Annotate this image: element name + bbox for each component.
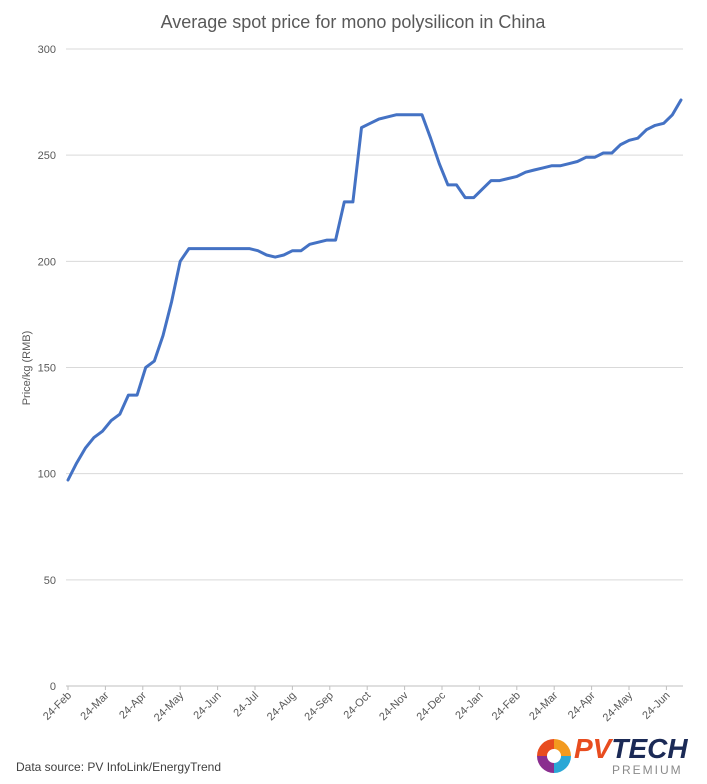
logo-wordmark: PVTECH (574, 733, 688, 765)
y-axis-ticks: 0 50 100 150 200 250 300 (38, 44, 56, 693)
x-tick-label: 24-Jan (453, 690, 485, 722)
y-tick-label: 50 (44, 575, 56, 587)
x-tick-label: 24-Aug (265, 690, 299, 724)
logo-tech-text: TECH (611, 733, 688, 764)
logo-pv-text: PV (574, 733, 612, 764)
y-axis-label: Price/kg (RMB) (21, 331, 33, 406)
pv-tech-logo-icon (537, 739, 571, 773)
data-source-note: Data source: PV InfoLink/EnergyTrend (16, 760, 221, 774)
y-tick-label: 0 (50, 681, 56, 693)
x-tick-label: 24-Jul (231, 690, 261, 720)
x-tick-label: 24-Nov (377, 689, 411, 723)
logo-premium-text: PREMIUM (612, 763, 683, 777)
x-tick-label: 24-Feb (41, 690, 74, 723)
x-tick-label: 24-Mar (527, 689, 560, 722)
x-tick-label: 24-Apr (117, 689, 149, 721)
x-axis-ticks: 24-Feb 24-Mar 24-Apr 24-May 24-Jun 24-Jul 24-A… (41, 686, 673, 724)
x-tick-label: 24-Apr (566, 689, 598, 721)
y-tick-label: 250 (38, 150, 56, 162)
x-tick-label: 24-Mar (78, 689, 111, 722)
x-tick-label: 24-Jun (191, 690, 223, 722)
y-tick-label: 300 (38, 44, 56, 56)
x-tick-label: 24-May (601, 689, 636, 724)
x-tick-label: 24-May (152, 689, 187, 724)
pv-tech-premium-logo: PVTECH PREMIUM (534, 733, 700, 780)
x-tick-label: 24-Sep (302, 690, 336, 724)
x-tick-label: 24-Feb (490, 690, 523, 723)
y-tick-label: 150 (38, 363, 56, 375)
x-tick-label: 24-Oct (341, 690, 373, 722)
price-series-line (66, 98, 683, 482)
y-tick-label: 100 (38, 469, 56, 481)
chart-title: Average spot price for mono polysilicon … (161, 12, 547, 32)
x-tick-label: 24-Dec (415, 689, 449, 723)
y-tick-label: 200 (38, 256, 56, 268)
gridlines (66, 48, 683, 581)
x-tick-label: 24-Jun (640, 690, 672, 722)
